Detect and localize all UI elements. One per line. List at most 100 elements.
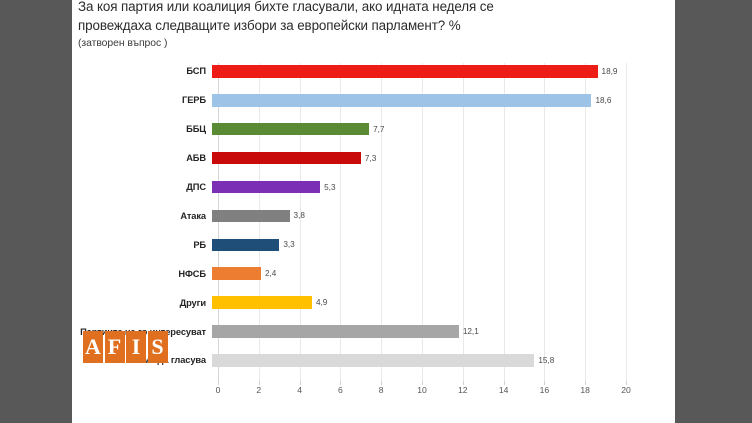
axis-tick bbox=[462, 381, 464, 385]
bar-value-label: 15,8 bbox=[538, 355, 555, 365]
axis-tick bbox=[258, 381, 260, 385]
bar bbox=[212, 94, 592, 107]
bar bbox=[212, 180, 321, 194]
axis-tick bbox=[585, 381, 587, 385]
axis-tick-label: 16 bbox=[539, 385, 550, 395]
bar-value-label: 18,6 bbox=[595, 95, 612, 105]
bar-category-label: АБВ bbox=[186, 153, 206, 164]
bar-value-label: 3,8 bbox=[293, 211, 305, 221]
page-subtitle: (затворен въпрос ) bbox=[78, 38, 168, 49]
bar-category-label: Атака bbox=[180, 210, 206, 221]
bar-chart: БСП 18,9 ГЕРБ 18,6 ББЦ 7,7 АБВ 7,3 ДПС 5,3 Атака 3,… bbox=[72, 57, 675, 395]
bar-category-label: Други bbox=[179, 297, 207, 308]
chart-card: За коя партия или коалиция бихте гласува… bbox=[72, 0, 675, 423]
bar-row: Други 4,9 bbox=[72, 288, 675, 317]
bar-track: 18,9 bbox=[212, 57, 669, 86]
bar-row: НФСБ 2,4 bbox=[72, 259, 675, 288]
bar-row: РБ 3,3 bbox=[72, 230, 675, 259]
bar-value-label: 12,1 bbox=[462, 327, 479, 337]
bar-value-label: 5,3 bbox=[324, 182, 336, 192]
page-title-line-1: За коя партия или коалиция бихте гласува… bbox=[78, 0, 494, 14]
logo-letter: S bbox=[147, 331, 168, 363]
bar-track: 15,8 bbox=[212, 346, 669, 375]
chart-title-block: За коя партия или коалиция бихте гласува… bbox=[78, 0, 666, 51]
bar-row: Няма да гласува 15,8 bbox=[72, 346, 675, 375]
axis-tick-label: 10 bbox=[417, 385, 427, 395]
bar-category-label: НФСБ bbox=[178, 268, 206, 279]
bar-track: 3,8 bbox=[212, 202, 669, 231]
bar-track: 7,7 bbox=[212, 115, 669, 144]
bar-value-label: 4,9 bbox=[315, 298, 328, 308]
axis-tick bbox=[299, 381, 301, 385]
bar bbox=[212, 325, 459, 338]
axis-tick bbox=[340, 381, 342, 385]
bar-category-label: ББЦ bbox=[186, 124, 206, 135]
bar-row: АБВ 7,3 bbox=[72, 144, 675, 173]
bar-value-label: 2,4 bbox=[264, 269, 277, 279]
gridline-14 bbox=[503, 63, 505, 381]
bar-track: 12,1 bbox=[212, 317, 669, 346]
axis-tick bbox=[503, 381, 505, 385]
bar-track: 2,4 bbox=[212, 259, 669, 288]
chart-bars-area: БСП 18,9 ГЕРБ 18,6 ББЦ 7,7 АБВ 7,3 ДПС 5,3 Атака 3,… bbox=[72, 57, 675, 375]
bar bbox=[212, 354, 535, 367]
gridline-4 bbox=[299, 63, 301, 381]
bar bbox=[212, 122, 370, 136]
gridline-8 bbox=[381, 63, 383, 381]
axis-tick-label: 6 bbox=[338, 385, 343, 395]
bar bbox=[212, 65, 598, 78]
bar-row: Атака 3,8 bbox=[72, 202, 675, 231]
axis-tick-label: 20 bbox=[621, 385, 631, 395]
axis-tick-label: 4 bbox=[297, 385, 302, 395]
gridline-6 bbox=[340, 63, 342, 381]
bar-row: ББЦ 7,7 bbox=[72, 115, 675, 144]
axis-tick bbox=[422, 381, 423, 385]
bar-track: 7,3 bbox=[212, 144, 669, 173]
bar-category-label: Няма да гласува bbox=[131, 355, 206, 366]
axis-tick bbox=[544, 381, 546, 385]
axis-tick-label: 18 bbox=[580, 385, 590, 395]
bar bbox=[212, 296, 312, 309]
gridline-20 bbox=[626, 63, 627, 381]
x-axis: 0 2 4 6 8 10 12 14 16 18 20 bbox=[215, 381, 631, 403]
bar-category-label: БСП bbox=[186, 66, 206, 77]
gridline-18 bbox=[585, 63, 587, 381]
logo-letter: F bbox=[104, 331, 125, 363]
bar-value-label: 3,3 bbox=[283, 240, 295, 250]
axis-tick-label: 8 bbox=[378, 385, 384, 395]
bar-track: 18,6 bbox=[212, 86, 669, 115]
bar bbox=[212, 238, 280, 252]
axis-tick bbox=[626, 381, 627, 385]
bar-category-label: ГЕРБ bbox=[182, 95, 206, 106]
left-letterbox-band bbox=[0, 0, 72, 423]
axis-tick-label: 2 bbox=[256, 385, 262, 395]
axis-tick-label: 14 bbox=[498, 385, 509, 395]
bar bbox=[212, 267, 261, 280]
bar-value-label: 18,9 bbox=[601, 66, 618, 76]
bar-row: ДПС 5,3 bbox=[72, 173, 675, 202]
bar-category-label: ДПС bbox=[186, 182, 206, 193]
bar-track: 4,9 bbox=[212, 288, 669, 317]
bar bbox=[212, 151, 361, 165]
bar-row: БСП 18,9 bbox=[72, 57, 675, 86]
bar-value-label: 7,3 bbox=[364, 153, 377, 163]
axis-tick-label: 12 bbox=[458, 385, 468, 395]
bar bbox=[212, 209, 290, 223]
gridline-16 bbox=[544, 63, 546, 381]
bar-row: ГЕРБ 18,6 bbox=[72, 86, 675, 115]
axis-tick bbox=[381, 381, 383, 385]
logo-letter: A bbox=[83, 331, 103, 363]
bar-category-label: РБ bbox=[193, 239, 206, 250]
bar-value-label: 7,7 bbox=[373, 124, 385, 134]
bar-track: 5,3 bbox=[212, 173, 669, 202]
gridline-12 bbox=[462, 63, 464, 381]
page-title-line-2: провеждаха следващите избори за европейс… bbox=[78, 17, 461, 33]
gridline-10 bbox=[422, 63, 423, 381]
right-letterbox-band bbox=[675, 0, 752, 423]
bar-track: 3,3 bbox=[212, 230, 669, 259]
axis-tick-label: 0 bbox=[215, 385, 221, 395]
axis-tick bbox=[218, 381, 219, 385]
logo-letter: I bbox=[126, 331, 146, 363]
